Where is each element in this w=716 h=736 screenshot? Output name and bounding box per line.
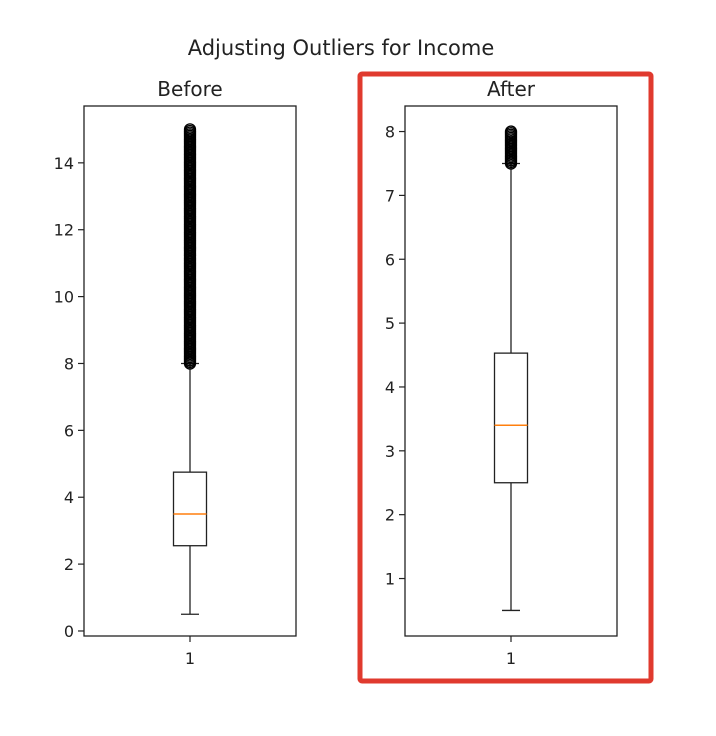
after-y-tick-label: 4 xyxy=(385,378,395,397)
after-highlight-box xyxy=(357,71,654,684)
after-y-tick-label: 6 xyxy=(385,250,395,269)
figure-title: Adjusting Outliers for Income xyxy=(188,36,495,60)
after-y-tick-label: 1 xyxy=(385,570,395,589)
before-outlier-point xyxy=(183,123,197,136)
after-x-tick-label: 1 xyxy=(506,649,516,668)
before-y-tick-label: 4 xyxy=(64,488,74,507)
after-y-tick-label: 7 xyxy=(385,186,395,205)
after-y-tick-label: 2 xyxy=(385,506,395,525)
after-outlier-point xyxy=(504,125,518,138)
before-x-tick-label: 1 xyxy=(185,649,195,668)
before-y-tick-label: 0 xyxy=(64,622,74,641)
after-y-tick-label: 5 xyxy=(385,314,395,333)
before-y-tick-label: 10 xyxy=(54,288,74,307)
before-y-tick-label: 6 xyxy=(64,421,74,440)
after-y-tick-label: 8 xyxy=(385,123,395,142)
after-panel: After 1 1 2 3 4 5 6 7 8 xyxy=(385,77,618,668)
after-iqr-box xyxy=(493,352,529,484)
before-y-tick-label: 2 xyxy=(64,555,74,574)
after-y-tick-label: 3 xyxy=(385,442,395,461)
before-y-tick-label: 14 xyxy=(54,154,74,173)
before-panel: Before 1 0 2 4 6 8 10 12 14 xyxy=(54,77,297,668)
before-y-tick-label: 8 xyxy=(64,354,74,373)
before-iqr-box xyxy=(172,471,208,547)
after-panel-title: After xyxy=(487,77,536,101)
before-y-tick-label: 12 xyxy=(54,221,74,240)
before-panel-title: Before xyxy=(157,77,222,101)
